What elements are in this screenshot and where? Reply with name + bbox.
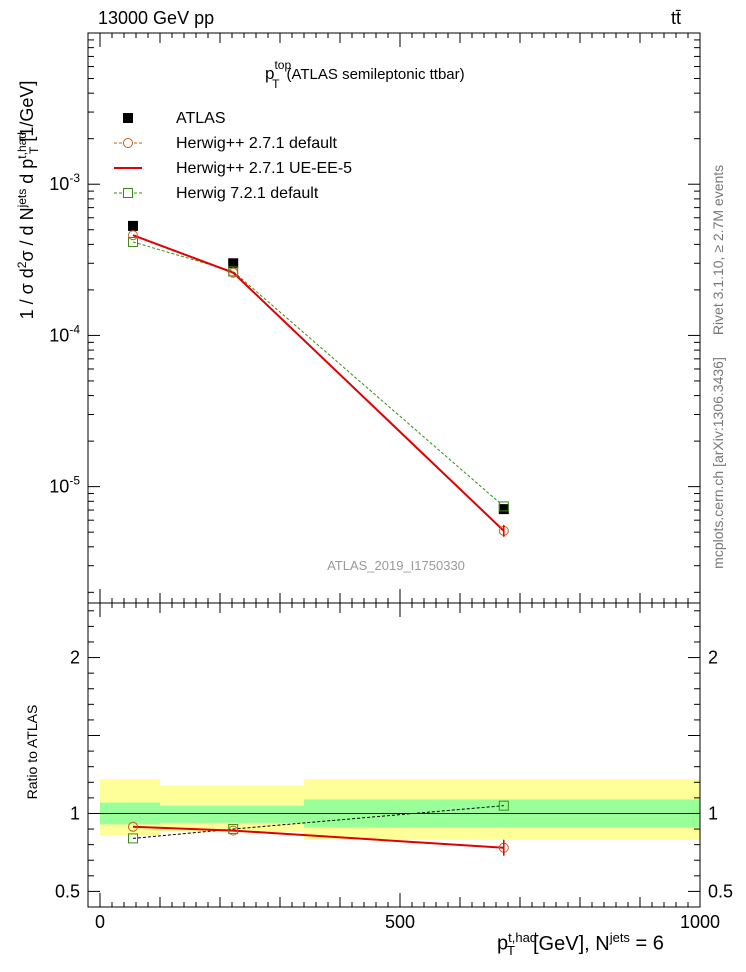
legend-label: Herwig++ 2.7.1 UE-EE-5 — [176, 160, 352, 177]
ratio-line-herwigpp-ueee5 — [132, 825, 504, 849]
ratio-y-tick-label-right: 1 — [708, 803, 718, 823]
mcplots-label: mcplots.cern.ch [arXiv:1306.3436] — [710, 357, 726, 569]
data-point-herwig7 — [498, 501, 509, 512]
y-tick-label: 10-5 — [49, 474, 80, 497]
legend-marker-atlas — [123, 113, 133, 123]
ratio-y-tick-label-right: 0.5 — [708, 881, 733, 901]
ratio-y-tick-label: 1 — [70, 803, 80, 823]
chart-title: ptopT(ATLAS semileptonic ttbar) — [265, 58, 465, 91]
x-tick-label: 0 — [95, 912, 105, 932]
x-tick-label: 1000 — [680, 912, 720, 932]
ratio-point-herwigpp-default — [228, 825, 239, 836]
data-point-atlas — [228, 258, 239, 269]
ratio-y-tick-label: 0.5 — [55, 881, 80, 901]
y-axis-label: 1 / σ d2σ / d Njets d pt,hadT [1/GeV] — [15, 80, 41, 320]
data-point-atlas — [498, 504, 509, 515]
ratio-point-herwigpp-default — [128, 821, 138, 832]
ratio-y-tick-label-right: 2 — [708, 648, 718, 668]
x-tick-label: 500 — [385, 912, 415, 932]
ratio-point-herwig7 — [498, 800, 509, 811]
uncertainty-band-green — [160, 805, 304, 823]
ratio-plot-frame — [87, 602, 701, 908]
legend-marker-herwig7 — [123, 188, 133, 198]
ratio-y-axis-label: Ratio to ATLAS — [24, 704, 40, 800]
ratio-y-tick-label: 2 — [70, 648, 80, 668]
analysis-id-label: ATLAS_2019_I1750330 — [327, 558, 465, 573]
y-tick-label: 10-4 — [49, 322, 80, 345]
rivet-label: Rivet 3.1.10, ≥ 2.7M events — [710, 164, 726, 336]
ratio-line-herwig7 — [132, 805, 504, 839]
y-tick-label: 10-3 — [49, 171, 80, 194]
series-line-herwig7 — [132, 241, 505, 507]
x-axis-label: pt,hadT [GeV], Njets = 6 — [497, 930, 664, 958]
data-point-herwigpp-default — [128, 230, 138, 241]
process-label: tt̄ — [671, 8, 682, 28]
data-point-herwigpp-default — [228, 267, 239, 278]
legend-marker-herwigpp-default — [123, 138, 133, 148]
data-point-herwig7 — [128, 236, 138, 247]
series-line-herwigpp-ueee5 — [132, 234, 505, 532]
collision-label: 13000 GeV pp — [98, 8, 215, 28]
ratio-point-herwig7 — [128, 833, 138, 844]
legend-label: Herwig++ 2.7.1 default — [176, 135, 338, 152]
series-line-herwigpp-default — [132, 234, 505, 532]
legend-label: ATLAS — [176, 110, 226, 127]
data-point-atlas — [128, 220, 138, 231]
legend-label: Herwig 7.2.1 default — [176, 185, 319, 202]
